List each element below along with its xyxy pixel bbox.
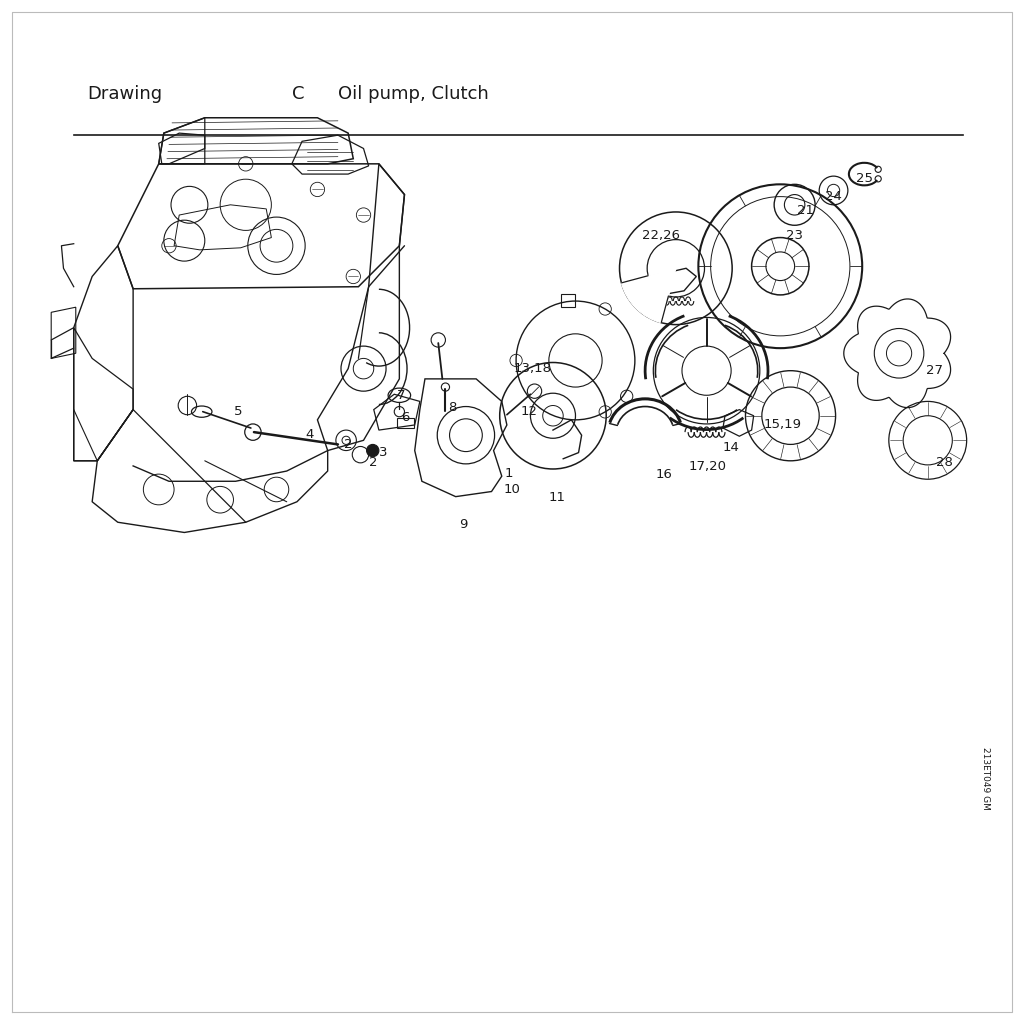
Text: 21: 21 bbox=[797, 205, 814, 217]
Text: 5: 5 bbox=[233, 406, 242, 418]
Text: 11: 11 bbox=[549, 492, 566, 504]
Text: 15,19: 15,19 bbox=[764, 419, 802, 431]
Wedge shape bbox=[622, 268, 676, 323]
Text: 28: 28 bbox=[936, 457, 952, 469]
Circle shape bbox=[245, 424, 261, 440]
Text: 17,20: 17,20 bbox=[688, 461, 726, 473]
Text: 4: 4 bbox=[305, 428, 313, 440]
Text: 24: 24 bbox=[825, 190, 842, 203]
Text: 2: 2 bbox=[369, 457, 377, 469]
Text: 3: 3 bbox=[379, 446, 387, 459]
Text: 23: 23 bbox=[786, 229, 804, 242]
Text: 6: 6 bbox=[401, 412, 410, 424]
Text: 9: 9 bbox=[459, 518, 467, 530]
Text: 22,26: 22,26 bbox=[642, 229, 680, 242]
Text: 213ET049 GM: 213ET049 GM bbox=[981, 746, 989, 810]
Text: C: C bbox=[292, 85, 304, 103]
Text: 10: 10 bbox=[504, 483, 520, 496]
Text: 2: 2 bbox=[344, 438, 352, 451]
Text: 14: 14 bbox=[723, 441, 739, 454]
Text: Drawing: Drawing bbox=[87, 85, 162, 103]
Text: 16: 16 bbox=[655, 468, 672, 480]
Text: 7: 7 bbox=[397, 389, 406, 401]
Text: 13,18: 13,18 bbox=[514, 362, 552, 375]
Text: 1: 1 bbox=[505, 467, 513, 479]
Text: 8: 8 bbox=[449, 401, 457, 414]
Text: 25: 25 bbox=[856, 172, 873, 184]
Text: 27: 27 bbox=[926, 365, 943, 377]
Text: 12: 12 bbox=[520, 406, 538, 418]
Text: Oil pump, Clutch: Oil pump, Clutch bbox=[338, 85, 488, 103]
Circle shape bbox=[367, 444, 379, 457]
